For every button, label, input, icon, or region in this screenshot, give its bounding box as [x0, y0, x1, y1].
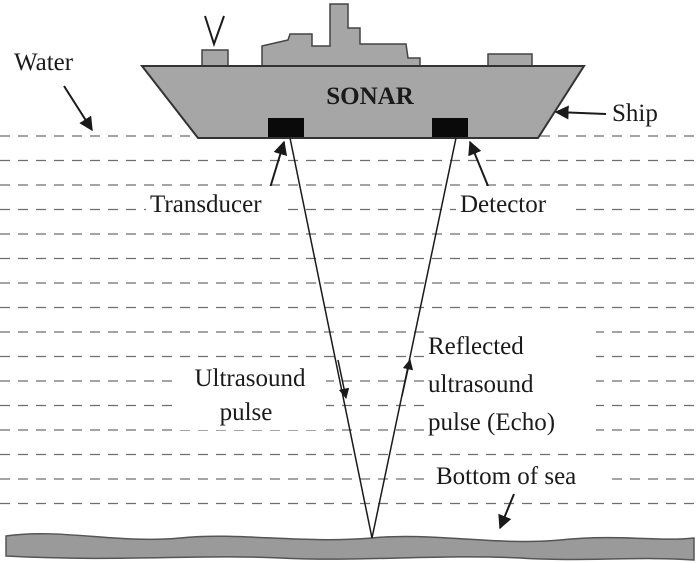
detector-label: Detector: [460, 191, 547, 218]
reflected-label-line2: ultrasound: [428, 371, 534, 398]
ultrasound-label-line1: Ultrasound: [194, 365, 306, 392]
ultrasound-pulse-path: [289, 137, 373, 539]
reflected-label-line1: Reflected: [428, 333, 524, 360]
ship-label: Ship: [612, 100, 658, 127]
sonar-label: SONAR: [326, 83, 414, 110]
reflected-label-line3: pulse (Echo): [428, 409, 555, 436]
bottom-of-sea-label: Bottom of sea: [436, 463, 576, 490]
ship-mast: [204, 15, 225, 48]
ship-pointer-arrow: [554, 105, 607, 120]
ship-hull: [139, 65, 586, 139]
detector-block: [432, 118, 468, 137]
ultrasound-label-line2: pulse: [220, 399, 273, 426]
bottom-pointer-arrow: [498, 493, 515, 530]
transducer-pointer-arrow: [269, 140, 288, 189]
transducer-block: [268, 118, 304, 137]
ship: SONAR: [139, 3, 586, 139]
echo-direction-arrow: [401, 358, 414, 397]
echo-pulse-path: [371, 137, 457, 539]
ultrasound-direction-arrow: [337, 359, 350, 400]
pointer-arrows: [63, 85, 607, 530]
labels: Water Ship Transducer Detector Ultrasoun…: [10, 44, 672, 492]
water-lines: [0, 135, 699, 505]
water-pointer-arrow: [63, 85, 93, 132]
transducer-label: Transducer: [150, 191, 262, 218]
ship-superstructure: [201, 3, 533, 67]
detector-pointer-arrow: [468, 140, 489, 187]
water-label: Water: [14, 49, 74, 76]
pulse-paths: [289, 137, 457, 539]
sea-bottom: [5, 532, 695, 561]
